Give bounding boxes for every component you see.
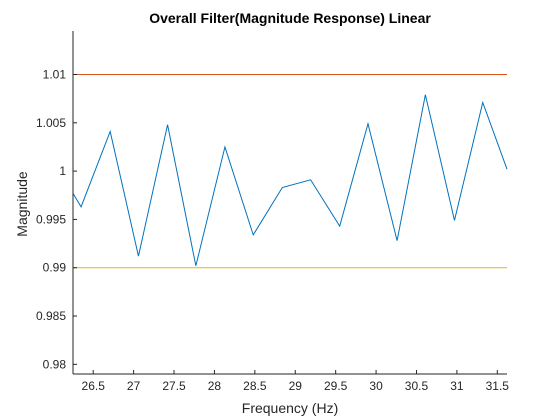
series-layer	[72, 73, 508, 269]
y-tick-label: 1.005	[36, 116, 66, 130]
x-tick-label: 31.5	[486, 379, 510, 393]
x-tick-label: 26.5	[82, 379, 106, 393]
y-axis-label: Magnitude	[14, 171, 30, 237]
series-line-1	[72, 94, 508, 266]
x-tick-label: 31	[450, 379, 464, 393]
x-tick-label: 29	[289, 379, 303, 393]
x-tick-label: 30	[369, 379, 383, 393]
axes-layer	[72, 31, 507, 375]
x-tick-label: 30.5	[405, 379, 429, 393]
y-tick-label: 0.99	[43, 261, 67, 275]
x-tick-label: 28	[208, 379, 222, 393]
x-tick-label: 27	[127, 379, 141, 393]
y-tick-label: 0.98	[43, 357, 67, 371]
y-tick-label: 0.995	[36, 212, 66, 226]
chart-title: Overall Filter(Magnitude Response) Linea…	[149, 10, 431, 26]
y-tick-label: 1.01	[43, 67, 67, 81]
x-ticks: 26.5 27 27.5 28 28.5 29 29.5 30 30.5 31 31.5	[82, 370, 510, 393]
x-axis-label: Frequency (Hz)	[242, 400, 338, 416]
x-tick-label: 28.5	[243, 379, 267, 393]
y-ticks: 0.98 0.985 0.99 0.995 1 1.005 1.01	[36, 67, 77, 371]
x-tick-label: 27.5	[162, 379, 186, 393]
y-tick-label: 0.985	[36, 309, 66, 323]
plot-area	[73, 31, 507, 374]
x-tick-label: 29.5	[324, 379, 348, 393]
y-tick-label: 1	[59, 164, 66, 178]
